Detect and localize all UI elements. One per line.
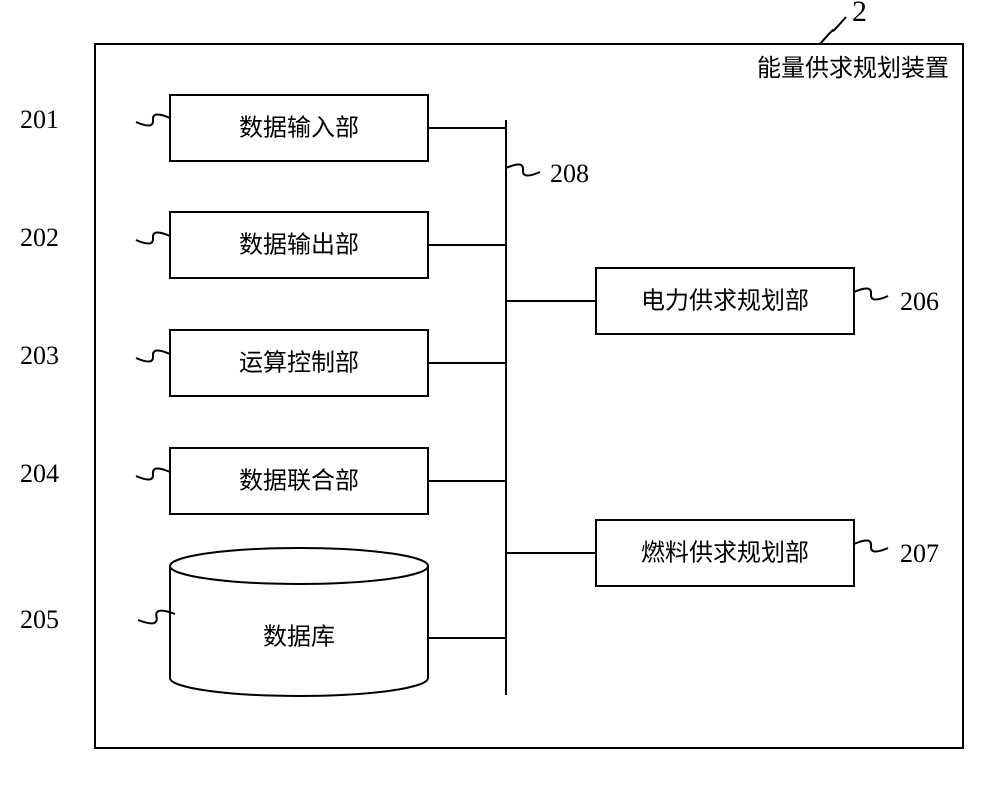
- block-label-207: 燃料供求规划部: [641, 540, 809, 567]
- lead-2: [820, 17, 846, 44]
- block-label-206: 电力供求规划部: [641, 288, 809, 315]
- ref-207: 207: [900, 539, 939, 568]
- db-cylinder-top: [170, 548, 428, 584]
- ref-208: 208: [550, 159, 589, 188]
- block-label-204: 数据联合部: [239, 468, 359, 495]
- ref-2: 2: [852, 0, 867, 28]
- block-label-205: 数据库: [263, 624, 335, 651]
- ref-203: 203: [20, 341, 59, 370]
- ref-206: 206: [900, 287, 939, 316]
- block-label-201: 数据输入部: [239, 115, 359, 142]
- ref-201: 201: [20, 105, 59, 134]
- ref-204: 204: [20, 459, 59, 488]
- ref-205: 205: [20, 605, 59, 634]
- block-label-203: 运算控制部: [239, 350, 359, 377]
- ref-202: 202: [20, 223, 59, 252]
- block-label-202: 数据输出部: [239, 232, 359, 259]
- block-diagram: 能量供求规划装置 2 208 数据输入部 201 数据输出部 202 运算控制部 203 数据联合…: [0, 0, 1000, 796]
- outer-title: 能量供求规划装置: [757, 55, 949, 82]
